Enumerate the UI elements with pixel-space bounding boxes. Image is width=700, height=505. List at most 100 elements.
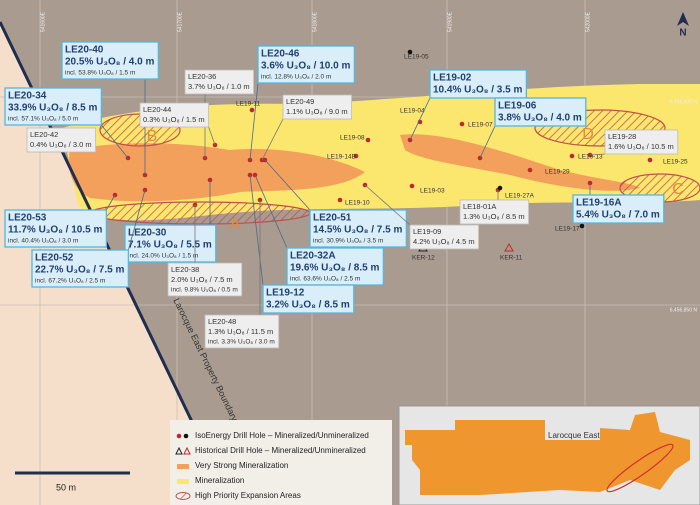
legend-label: Mineralization	[195, 476, 244, 485]
leader-line	[208, 126, 216, 146]
hole-label: LE19-07	[468, 122, 493, 129]
callout-box	[124, 224, 217, 263]
grade: 22.7% U₃O₈ / 7.5 m	[35, 265, 124, 276]
leader-line	[409, 97, 431, 141]
grade: 3.8% U₃O₈ / 4.0 m	[498, 113, 582, 124]
callout-box	[4, 87, 103, 126]
legend: IsoEnergy Drill Hole – Mineralized/Unmin…	[175, 431, 369, 500]
leader-line	[254, 174, 288, 249]
hole-name: LE19-02	[433, 73, 472, 84]
hole-label: LE19-10	[345, 200, 370, 207]
zone-label: B	[147, 128, 158, 145]
grade: 5.4% U₃O₈ / 7.0 m	[576, 210, 660, 221]
drill-hole	[249, 107, 255, 113]
grade: 3.6% U₃O₈ / 10.0 m	[261, 61, 350, 72]
incl-grade: incl. 24.0% U₃O₈ / 1.5 m	[128, 253, 198, 260]
legend-triangle	[175, 446, 183, 455]
scale-label: 50 m	[56, 482, 76, 492]
hole-name: LE20-52	[35, 253, 74, 264]
hole-name: LE20-32A	[290, 251, 336, 262]
incl-grade: incl. 67.2% U₃O₈ / 2.5 m	[35, 278, 105, 285]
incl-grade: incl. 57.1% U₃O₈ / 5.0 m	[8, 116, 78, 123]
legend-swatch	[177, 464, 189, 469]
hole-label: LE19-27A	[505, 193, 535, 200]
leader-line	[479, 125, 496, 159]
drill-hole	[407, 49, 413, 55]
grid-label: 541800E	[312, 11, 318, 32]
hole-name: LE19-09	[413, 227, 441, 236]
hole-name: LE20-49	[286, 97, 314, 106]
callout-box	[459, 199, 530, 225]
drill-hole	[353, 153, 359, 159]
hole-name: LE19-16A	[576, 198, 622, 209]
hole-name: LE20-38	[171, 265, 199, 274]
hole-name: LE20-51	[313, 213, 352, 224]
hole-label: LE19-29	[545, 169, 570, 176]
callout: LE20-491.1% U₃O₈ / 9.0 m	[261, 94, 353, 161]
callout-box	[409, 224, 480, 250]
callout: LE19-094.2% U₃O₈ / 4.5 m	[364, 184, 480, 250]
inset-zone	[606, 443, 674, 493]
zone-label: D	[582, 126, 594, 143]
hole-label: LE19-11	[236, 101, 260, 108]
grade: 10.4% U₃O₈ / 3.5 m	[433, 85, 522, 96]
callout-box	[572, 194, 665, 224]
callout-box	[282, 94, 353, 120]
grade: 2.0% U₃O₈ / 7.5 m	[171, 275, 233, 284]
grid-label: 541600E	[40, 11, 46, 32]
hole-label: LE19-04	[400, 108, 425, 115]
strong-mineralization	[400, 134, 640, 191]
leader-line	[101, 124, 129, 159]
strong-mineralization	[68, 143, 365, 202]
callout-box	[4, 209, 108, 248]
leader-line	[261, 118, 284, 161]
leader-line	[589, 153, 606, 156]
hole-name: LE18-01A	[463, 202, 496, 211]
callout-box	[429, 69, 528, 99]
hole-label: LE19-03	[420, 188, 445, 195]
legend-label: IsoEnergy Drill Hole – Mineralized/Unmin…	[195, 431, 369, 440]
legend-dot	[183, 433, 189, 439]
grade: 3.7% U₃O₈ / 1.0 m	[188, 82, 250, 91]
grade: 0.3% U₃O₈ / 1.5 m	[143, 115, 205, 124]
callout-box	[26, 127, 97, 153]
hole-name: LE20-44	[143, 105, 171, 114]
overlay: 541600E 541700E 541800E 541900E 542000E 6,456…	[4, 11, 698, 349]
historical-hole	[504, 242, 514, 252]
grade: 1.3% U₃O₈ / 11.5 m	[208, 327, 273, 336]
grade: 1.6% U₃O₈ / 10.5 m	[608, 142, 674, 151]
grade: 1.1% U₃O₈ / 9.0 m	[286, 107, 348, 116]
callout: LE19-123.2% U₃O₈ / 8.5 m	[249, 174, 355, 314]
grade: 4.2% U₃O₈ / 4.5 m	[413, 237, 475, 246]
callout: LE20-382.0% U₃O₈ / 7.5 m incl. 9.8% U₃O₈ …	[167, 205, 243, 297]
grade: 19.6% U₃O₈ / 8.5 m	[290, 263, 379, 274]
drill-hole	[579, 223, 585, 229]
callout-box	[31, 249, 130, 288]
callout: LE20-463.6% U₃O₈ / 10.0 m incl. 12.8% U₃O…	[249, 45, 356, 161]
drill-hole	[365, 137, 371, 143]
callout-box	[167, 262, 243, 297]
grade: 11.7% U₃O₈ / 10.5 m	[8, 225, 102, 236]
callout-box	[309, 209, 408, 248]
drill-hole	[409, 183, 415, 189]
grid-label: 542000E	[585, 11, 591, 32]
incl-grade: incl. 3.3% U₃O₈ / 3.0 m	[208, 339, 275, 346]
hole-label: LE19-05	[404, 54, 429, 61]
grid-label: 6,456,850 N	[670, 307, 698, 313]
hole-name: LE20-30	[128, 228, 167, 239]
callout-box	[257, 45, 356, 84]
legend-swatch	[175, 492, 191, 500]
callout: LE20-440.3% U₃O₈ / 1.5 m	[139, 102, 216, 146]
legend-label: Very Strong Mineralization	[195, 461, 288, 470]
callout-box	[61, 41, 160, 80]
zone-label: A	[230, 216, 241, 233]
incl-grade: incl. 30.9% U₃O₈ / 3.5 m	[313, 238, 383, 245]
grid-label: 541900E	[447, 11, 453, 32]
hole-name: LE19-28	[608, 132, 636, 141]
